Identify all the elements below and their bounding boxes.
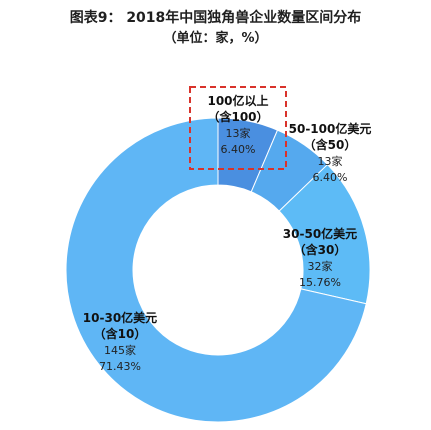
chart-subtitle: （单位：家，%） [163, 31, 268, 46]
slice-label-3-count: 32家 [308, 259, 333, 273]
slice-label-4-note: （含10） [94, 326, 147, 341]
slice-label-3-note: （含30） [294, 242, 347, 257]
chart-title: 图表9： 2018年中国独角兽企业数量区间分布 [69, 10, 362, 26]
slice-label-2-percent: 6.40% [313, 171, 348, 184]
slice-label-4-name: 10-30亿美元 [83, 310, 157, 325]
slice-label-4-percent: 71.43% [99, 360, 141, 373]
donut-slice-4 [65, 117, 367, 423]
slice-label-2-name: 50-100亿美元 [289, 121, 372, 136]
highlight-box [189, 86, 287, 170]
slice-label-3-percent: 15.76% [299, 276, 341, 289]
slice-label-1-percent: 6.40% [221, 143, 256, 156]
slice-label-3-name: 30-50亿美元 [283, 226, 357, 241]
slice-label-2-count: 13家 [318, 154, 343, 168]
slice-label-1-name: 100亿以上 [207, 93, 268, 108]
slice-label-1-note: （含100） [207, 109, 268, 124]
slice-label-2-note: （含50） [304, 137, 357, 152]
slice-label-4-count: 145家 [104, 343, 136, 357]
slice-label-1-count: 13家 [226, 126, 251, 140]
